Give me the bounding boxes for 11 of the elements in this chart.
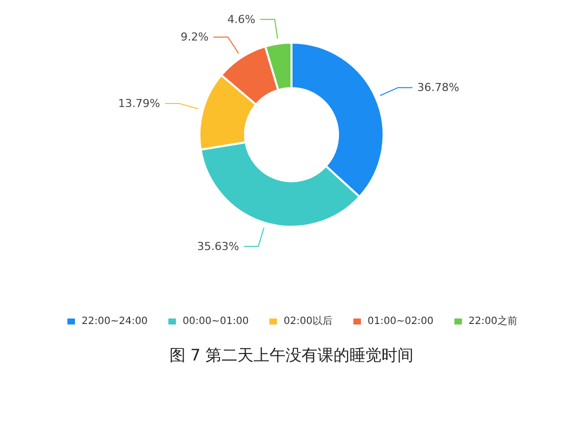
legend-label: 01:00~02:00 bbox=[368, 316, 434, 326]
data-label: 9.2% bbox=[180, 30, 209, 44]
data-label: 35.63% bbox=[197, 240, 240, 253]
legend-label: 22:00~24:00 bbox=[82, 316, 148, 326]
data-label: 13.79% bbox=[118, 97, 160, 110]
data-label: 4.6% bbox=[227, 12, 256, 26]
data-label: 36.78% bbox=[417, 81, 460, 94]
legend-label: 02:00以后 bbox=[284, 314, 333, 328]
legend-label: 22:00之前 bbox=[468, 314, 518, 328]
text: 图 7 第二天上午没有课的睡觉时间 bbox=[169, 346, 414, 364]
legend-label: 00:00~01:00 bbox=[182, 316, 249, 326]
